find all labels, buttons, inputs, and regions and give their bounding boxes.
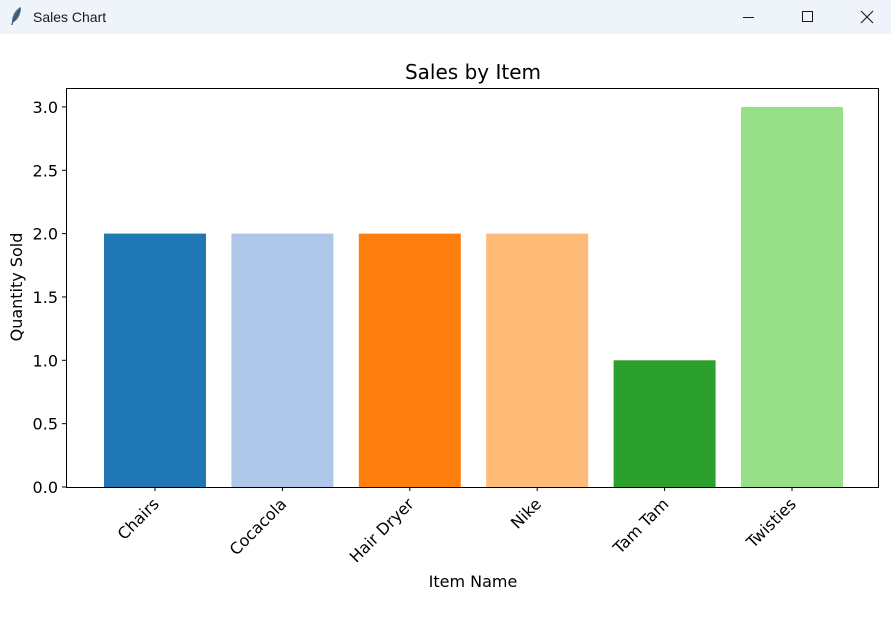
bar-hair-dryer — [358, 233, 461, 487]
plot-frame — [66, 88, 879, 488]
chart-canvas: 0.0 0.5 1.0 1.5 2.0 2.5 3.0 Chairs Cocacola Hair… — [0, 34, 891, 630]
x-tick-label: Nike — [507, 494, 545, 532]
y-tick-label: 2.0 — [33, 225, 58, 244]
sales-bar-chart: 0.0 0.5 1.0 1.5 2.0 2.5 3.0 Chairs Cocacola Hair… — [7, 60, 879, 591]
window-title: Sales Chart — [33, 9, 107, 25]
close-icon — [860, 10, 874, 24]
minimize-icon — [743, 17, 754, 18]
maximize-icon — [802, 11, 813, 22]
x-tick-label: Chairs — [114, 494, 163, 543]
y-tick-label: 1.5 — [33, 288, 58, 307]
x-tick-label: Hair Dryer — [346, 494, 418, 566]
x-axis-label: Item Name — [429, 572, 518, 591]
window-titlebar[interactable]: Sales Chart — [0, 0, 891, 34]
chart-title: Sales by Item — [405, 60, 541, 84]
y-tick-label: 1.0 — [33, 351, 58, 370]
close-button[interactable] — [838, 0, 891, 34]
bar-nike — [486, 233, 589, 487]
bar-cocacola — [231, 233, 334, 487]
x-tick-label: Tam Tam — [609, 494, 673, 558]
feather-icon — [11, 7, 21, 25]
bar-tam-tam — [613, 360, 716, 487]
y-tick-label: 0.0 — [33, 478, 58, 497]
minimize-button[interactable] — [720, 0, 778, 34]
x-tick-label: Cocacola — [226, 494, 291, 559]
y-tick-label: 3.0 — [33, 98, 58, 117]
y-axis-label: Quantity Sold — [7, 233, 26, 342]
y-tick-label: 2.5 — [33, 161, 58, 180]
maximize-button[interactable] — [779, 0, 837, 34]
x-tick-label: Twisties — [742, 494, 800, 552]
y-tick-label: 0.5 — [33, 415, 58, 434]
bar-chairs — [104, 233, 206, 487]
bar-twisties — [741, 106, 843, 488]
